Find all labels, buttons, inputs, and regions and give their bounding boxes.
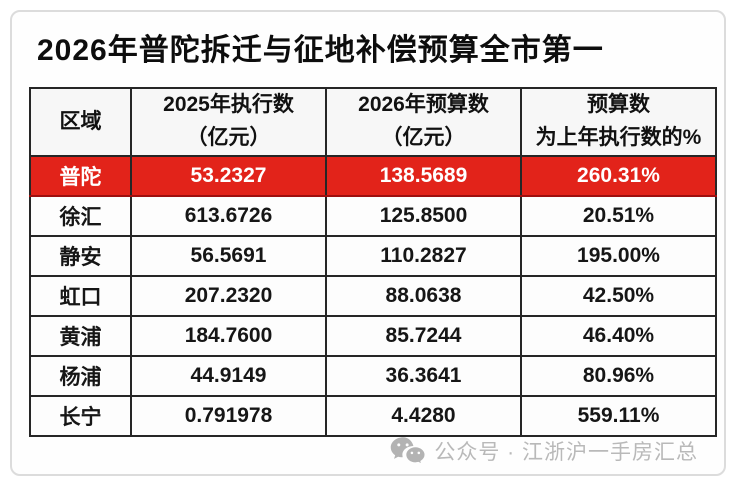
exec-2025-cell: 0.791978 xyxy=(130,395,327,437)
table-row-yangpu: 杨浦 44.9149 36.3641 80.96% xyxy=(29,355,717,397)
header-exec-2025-line1: 2025年执行数 xyxy=(163,93,294,117)
header-ratio-line2: 为上年执行数的% xyxy=(535,126,702,149)
header-ratio: 预算数 为上年执行数的% xyxy=(520,87,717,157)
table-row-jingan: 静安 56.5691 110.2827 195.00% xyxy=(29,235,717,277)
table-row-putuo: 普陀 53.2327 138.5689 260.31% xyxy=(29,155,717,197)
region-cell: 静安 xyxy=(29,235,132,277)
budget-2026-cell: 88.0638 xyxy=(325,275,522,317)
ratio-cell: 559.11% xyxy=(520,395,717,437)
exec-2025-cell: 44.9149 xyxy=(130,355,327,397)
header-exec-2025-line2: （亿元） xyxy=(186,126,271,149)
budget-2026-cell: 85.7244 xyxy=(325,315,522,357)
watermark-text: 公众号 · 江浙沪一手房汇总 xyxy=(434,441,698,464)
header-budget-2026-line1: 2026年预算数 xyxy=(358,93,489,117)
table-row-huangpu: 黄浦 184.7600 85.7244 46.40% xyxy=(29,315,717,357)
region-cell: 徐汇 xyxy=(29,195,132,237)
budget-2026-cell: 138.5689 xyxy=(325,155,522,197)
region-cell: 普陀 xyxy=(29,155,132,197)
wechat-icon xyxy=(390,436,427,467)
ratio-cell: 80.96% xyxy=(520,355,717,397)
region-cell: 黄浦 xyxy=(29,315,132,357)
header-region: 区域 xyxy=(29,87,132,157)
table-header-row: 区域 2025年执行数 （亿元） 2026年预算数 （亿元） 预算数 为上年执行… xyxy=(29,87,717,157)
exec-2025-cell: 613.6726 xyxy=(130,195,327,237)
watermark: 公众号 · 江浙沪一手房汇总 xyxy=(390,436,698,467)
exec-2025-cell: 56.5691 xyxy=(130,235,327,277)
ratio-cell: 195.00% xyxy=(520,235,717,277)
table-row-xuhui: 徐汇 613.6726 125.8500 20.51% xyxy=(29,195,717,237)
header-ratio-line1: 预算数 xyxy=(587,93,650,117)
region-cell: 虹口 xyxy=(29,275,132,317)
exec-2025-cell: 53.2327 xyxy=(130,155,327,197)
header-exec-2025: 2025年执行数 （亿元） xyxy=(130,87,327,157)
ratio-cell: 20.51% xyxy=(520,195,717,237)
exec-2025-cell: 184.7600 xyxy=(130,315,327,357)
region-cell: 杨浦 xyxy=(29,355,132,397)
budget-2026-cell: 4.4280 xyxy=(325,395,522,437)
table-row-changning: 长宁 0.791978 4.4280 559.11% xyxy=(29,395,717,437)
ratio-cell: 42.50% xyxy=(520,275,717,317)
infographic-card: 2026年普陀拆迁与征地补偿预算全市第一 区域 2025年执行数 （亿元） 20… xyxy=(10,10,726,476)
page-title: 2026年普陀拆迁与征地补偿预算全市第一 xyxy=(37,34,604,67)
table-row-hongkou: 虹口 207.2320 88.0638 42.50% xyxy=(29,275,717,317)
region-cell: 长宁 xyxy=(29,395,132,437)
budget-table: 区域 2025年执行数 （亿元） 2026年预算数 （亿元） 预算数 为上年执行… xyxy=(29,87,717,437)
exec-2025-cell: 207.2320 xyxy=(130,275,327,317)
budget-2026-cell: 36.3641 xyxy=(325,355,522,397)
ratio-cell: 260.31% xyxy=(520,155,717,197)
ratio-cell: 46.40% xyxy=(520,315,717,357)
header-budget-2026: 2026年预算数 （亿元） xyxy=(325,87,522,157)
budget-2026-cell: 125.8500 xyxy=(325,195,522,237)
header-budget-2026-line2: （亿元） xyxy=(381,126,466,149)
budget-2026-cell: 110.2827 xyxy=(325,235,522,277)
header-region-label: 区域 xyxy=(59,109,102,133)
